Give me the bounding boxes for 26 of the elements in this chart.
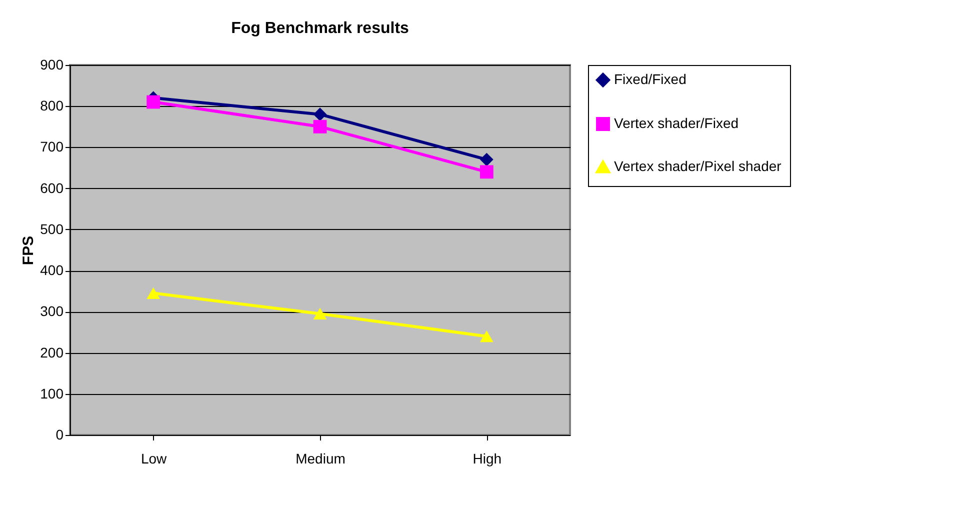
y-tick-label: 300: [40, 303, 64, 320]
point: [480, 330, 494, 342]
y-tick-label: 800: [40, 98, 64, 114]
x-tick-label: Medium: [296, 450, 346, 466]
point: [146, 95, 160, 109]
chart-title: Fog Benchmark results: [231, 20, 410, 37]
legend-label: Vertex shader/Fixed: [614, 115, 739, 131]
point: [480, 152, 494, 166]
x-tick-label: Low: [140, 450, 168, 466]
y-tick-label: 500: [40, 220, 64, 237]
y-tick-label: 900: [40, 56, 64, 72]
point: [480, 165, 494, 179]
y-tick-label: 400: [40, 262, 64, 278]
legend-label: Vertex shader/Pixel shader: [614, 158, 782, 174]
y-tick-label: 200: [40, 344, 64, 360]
point: [146, 287, 160, 299]
point: [313, 108, 327, 122]
y-axis-title: FPS: [20, 236, 38, 266]
point: [313, 120, 327, 134]
legend-label: Fixed/Fixed: [614, 71, 686, 87]
y-tick-label: 700: [40, 138, 64, 155]
y-tick-label: 0: [56, 426, 64, 442]
point: [313, 308, 327, 320]
y-tick-label: 600: [40, 180, 64, 196]
x-tick-label: High: [472, 450, 502, 466]
y-tick-label: 100: [40, 385, 64, 402]
